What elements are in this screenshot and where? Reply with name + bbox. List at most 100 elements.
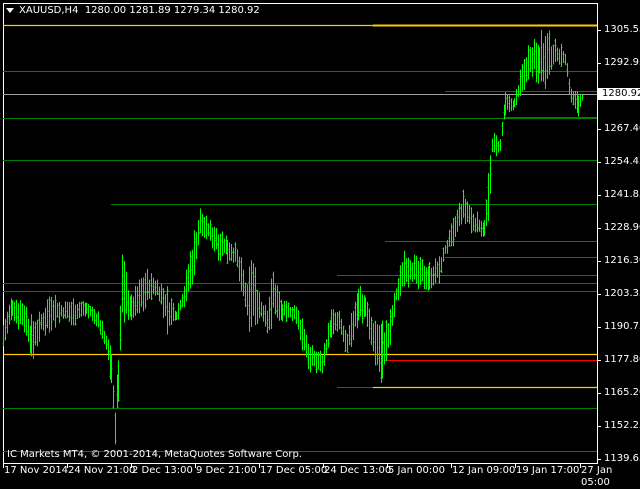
price-bar: [374, 320, 377, 366]
price-bar: [36, 319, 39, 347]
price-bar: [489, 155, 492, 194]
price-bar: [112, 385, 115, 409]
price-bar: [364, 297, 367, 317]
price-bar: [252, 263, 255, 316]
price-bar: [321, 355, 324, 374]
price-bar: [181, 293, 184, 308]
price-bar: [38, 311, 41, 342]
price-bar: [152, 277, 155, 295]
price-bar: [232, 247, 235, 263]
price-bar: [560, 43, 563, 68]
price-bar: [411, 262, 414, 282]
price-bar: [54, 294, 57, 328]
price-bar: [166, 286, 169, 335]
price-bar: [504, 92, 507, 116]
price-bar: [568, 78, 571, 95]
time-axis-label: 2 Dec 13:00: [132, 465, 193, 476]
price-bar: [276, 285, 279, 318]
price-bar: [105, 335, 108, 350]
price-bar: [556, 47, 559, 62]
time-axis-label: 17 Nov 2014: [4, 465, 69, 476]
price-bar: [550, 46, 553, 70]
price-bar: [523, 59, 526, 90]
price-bar: [448, 229, 451, 247]
price-bar: [89, 305, 92, 317]
price-bar: [570, 88, 573, 103]
price-bar: [34, 321, 37, 346]
price-bar: [97, 311, 100, 328]
price-bar: [444, 245, 447, 254]
price-bar: [423, 265, 426, 290]
price-bar: [50, 296, 53, 331]
price-bar: [372, 323, 375, 352]
price-bar: [164, 294, 167, 316]
price-bar: [413, 254, 416, 280]
price-bar: [2, 324, 5, 347]
price-bar: [303, 328, 306, 351]
price-bar: [438, 256, 441, 284]
price-bar: [527, 45, 530, 80]
price-bar: [464, 198, 467, 225]
price-bar: [119, 305, 122, 351]
price-bar: [287, 302, 290, 318]
price-bar: [442, 247, 445, 262]
time-axis-label: 24 Dec 13:00: [324, 465, 392, 476]
price-bar: [85, 302, 88, 315]
price-bar: [78, 301, 81, 318]
price-bar: [519, 69, 522, 96]
price-bar: [354, 301, 357, 327]
price-bar: [95, 313, 98, 327]
price-bar: [130, 294, 133, 321]
price-bar: [274, 284, 277, 315]
price-bar: [452, 217, 455, 247]
price-bar: [325, 339, 328, 354]
price-bar: [70, 301, 73, 326]
price-bar: [27, 318, 30, 342]
price-bar: [340, 318, 343, 335]
price-bar: [458, 202, 461, 227]
price-bar: [110, 354, 113, 384]
price-bar: [305, 334, 308, 358]
price-bar: [19, 300, 22, 324]
price-axis-label: 1292.95: [604, 56, 640, 68]
price-bar: [140, 278, 143, 307]
price-bar: [344, 329, 347, 353]
price-bar: [319, 350, 322, 372]
price-bar: [307, 343, 310, 370]
price-bar: [419, 256, 422, 285]
chart-header: XAUUSD,H4 1280.00 1281.89 1279.34 1280.9…: [6, 5, 260, 17]
price-bar: [150, 273, 153, 300]
price-bar: [132, 296, 135, 318]
price-axis-label: 1190.75: [604, 320, 640, 332]
price-bar: [574, 90, 577, 109]
time-axis-label: 5 Jan 00:00: [388, 465, 445, 476]
price-bar: [293, 305, 296, 320]
price-bar: [510, 98, 513, 112]
price-bar: [454, 216, 457, 238]
dropdown-triangle-icon[interactable]: [6, 7, 14, 13]
price-bar: [397, 278, 400, 301]
price-bar: [52, 300, 55, 321]
price-bar: [6, 311, 9, 334]
price-axis-label: 1241.85: [604, 188, 640, 200]
price-bar: [352, 311, 355, 341]
copyright-text: IC Markets MT4, © 2001-2014, MetaQuotes …: [7, 449, 302, 460]
price-bar: [21, 303, 24, 326]
price-bar: [250, 260, 253, 327]
price-bar: [552, 44, 555, 65]
price-bar: [383, 332, 386, 365]
price-bar: [17, 303, 20, 330]
price-bar: [226, 239, 229, 264]
price-bar: [221, 231, 224, 256]
price-bar: [256, 289, 259, 325]
price-bar: [472, 213, 475, 231]
price-bar: [172, 302, 175, 322]
price-bar: [246, 284, 249, 316]
price-bar: [11, 300, 14, 316]
price-bar: [72, 298, 75, 326]
price-bar: [562, 51, 565, 64]
price-axis-label: 1305.55: [604, 24, 640, 35]
price-bar: [499, 138, 502, 152]
price-bar: [56, 302, 59, 318]
